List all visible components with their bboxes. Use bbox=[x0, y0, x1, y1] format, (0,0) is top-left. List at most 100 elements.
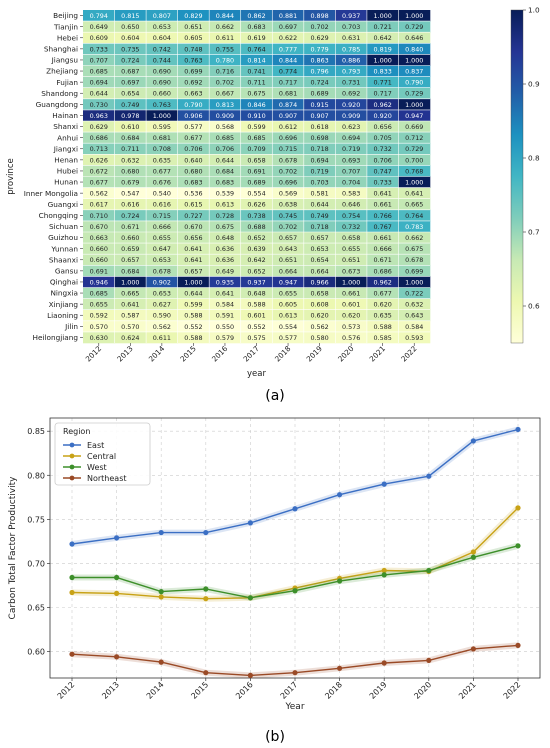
heatmap-cell-label: 0.595 bbox=[153, 123, 171, 131]
heatmap-cell-label: 0.618 bbox=[310, 123, 328, 131]
heatmap-cell bbox=[272, 87, 305, 100]
heatmap-cell-label: 0.678 bbox=[279, 156, 297, 164]
heatmap-cell-label: 1.000 bbox=[405, 56, 423, 64]
heatmap-cell bbox=[177, 331, 210, 344]
heatmap-cell-label: 0.648 bbox=[216, 234, 234, 242]
heatmap-cell-label: 0.669 bbox=[405, 123, 423, 131]
heatmap-cell bbox=[366, 309, 399, 322]
y-tick-label: Qinghai bbox=[50, 278, 78, 287]
heatmap-cell bbox=[240, 165, 273, 177]
heatmap-cell-label: 0.705 bbox=[374, 134, 392, 142]
heatmap-cell-label: 0.863 bbox=[310, 56, 328, 64]
heatmap-cell-label: 1.000 bbox=[121, 278, 139, 286]
heatmap-cell-label: 0.696 bbox=[279, 178, 297, 186]
heatmap-cell-label: 0.692 bbox=[184, 79, 202, 87]
heatmap-cell-label: 0.662 bbox=[216, 23, 234, 31]
heatmap-cell-label: 0.650 bbox=[121, 23, 139, 31]
y-tick-label: Zhejiang bbox=[46, 67, 78, 76]
heatmap-cell bbox=[240, 32, 273, 44]
heatmap-cell-label: 1.000 bbox=[405, 12, 423, 20]
heatmap-cell bbox=[209, 154, 242, 166]
heatmap-cell-label: 0.683 bbox=[216, 178, 234, 186]
heatmap-cell bbox=[272, 276, 305, 288]
data-point-west bbox=[292, 588, 298, 594]
y-tick-label: Jiangsu bbox=[51, 56, 78, 65]
heatmap-cell bbox=[240, 154, 273, 166]
heatmap-cell-label: 0.902 bbox=[153, 278, 171, 286]
data-point-east bbox=[470, 438, 476, 444]
legend-entry-label: Central bbox=[87, 452, 116, 461]
heatmap-cell bbox=[209, 198, 242, 211]
heatmap-cell bbox=[146, 243, 178, 255]
data-point-central bbox=[381, 567, 387, 574]
heatmap-cell-label: 0.605 bbox=[184, 34, 202, 42]
heatmap-cell bbox=[240, 98, 273, 111]
heatmap-cell bbox=[114, 176, 147, 188]
heatmap-cell bbox=[209, 243, 242, 255]
heatmap-cell-label: 0.764 bbox=[247, 45, 265, 53]
heatmap-cell-label: 0.636 bbox=[216, 256, 234, 264]
heatmap-cell bbox=[272, 331, 305, 344]
heatmap-cell bbox=[83, 121, 115, 133]
heatmap-cell bbox=[146, 254, 178, 266]
y-tick-label: Hebei bbox=[57, 33, 78, 42]
data-point-west bbox=[337, 578, 343, 584]
heatmap-cell-label: 0.768 bbox=[405, 167, 423, 175]
heatmap-cell bbox=[146, 32, 178, 44]
heatmap-cell bbox=[177, 10, 210, 22]
data-point-east bbox=[381, 481, 387, 487]
heatmap-cell-label: 0.685 bbox=[90, 289, 108, 297]
legend-swatch-marker bbox=[69, 464, 75, 470]
heatmap-cell bbox=[366, 76, 399, 88]
heatmap-cell-label: 0.658 bbox=[247, 156, 265, 164]
heatmap-cell bbox=[114, 220, 147, 233]
heatmap-cell-label: 0.710 bbox=[90, 212, 108, 220]
heatmap-cell bbox=[335, 98, 368, 111]
heatmap-cell bbox=[398, 298, 431, 310]
heatmap-cell-label: 0.629 bbox=[90, 123, 108, 131]
heatmap-cell-label: 0.568 bbox=[216, 123, 234, 131]
heatmap-cell bbox=[114, 32, 147, 44]
heatmap-cell bbox=[335, 76, 368, 88]
heatmap-cell bbox=[209, 187, 242, 199]
data-point-northeast bbox=[426, 657, 432, 663]
heatmap-cell-label: 0.622 bbox=[279, 34, 297, 42]
data-point-northeast bbox=[381, 660, 387, 666]
heatmap-cell bbox=[335, 287, 368, 299]
heatmap-cell bbox=[177, 176, 210, 188]
heatmap-cell bbox=[114, 331, 147, 344]
heatmap-cell bbox=[272, 98, 305, 111]
heatmap-cell bbox=[114, 265, 147, 277]
heatmap-cell-label: 0.632 bbox=[121, 156, 139, 164]
heatmap-cell bbox=[335, 21, 368, 33]
heatmap-cell bbox=[303, 143, 336, 155]
heatmap-chart: 0.794 0.815 0.807 0.829 0.844 0.862 0.881 0.898… bbox=[6, 6, 540, 379]
heatmap-cell-label: 0.763 bbox=[153, 101, 171, 109]
heatmap-cell bbox=[303, 276, 336, 288]
heatmap-cell bbox=[335, 87, 368, 100]
y-tick-label: Beijing bbox=[53, 11, 78, 20]
x-tick-label: 2013 bbox=[100, 680, 121, 701]
heatmap-cell bbox=[303, 32, 336, 44]
heatmap-cell bbox=[398, 109, 431, 122]
heatmap-cell bbox=[114, 187, 147, 199]
heatmap-cell-label: 0.599 bbox=[247, 123, 265, 131]
heatmap-cell-label: 0.584 bbox=[216, 301, 234, 309]
legend-entry-label: East bbox=[87, 441, 104, 450]
heatmap-cell-label: 0.722 bbox=[405, 289, 423, 297]
heatmap-cell-label: 0.837 bbox=[405, 67, 423, 75]
heatmap-cell bbox=[83, 198, 115, 211]
heatmap-cell-label: 0.620 bbox=[342, 312, 360, 320]
heatmap-cell bbox=[272, 298, 305, 310]
heatmap-cell-label: 0.599 bbox=[184, 301, 202, 309]
y-tick-label: Tianjin bbox=[53, 22, 78, 31]
heatmap-cell-label: 0.675 bbox=[247, 90, 265, 98]
heatmap-cell bbox=[398, 32, 431, 44]
heatmap-cell-label: 0.790 bbox=[184, 101, 202, 109]
heatmap-cell-label: 0.649 bbox=[90, 23, 108, 31]
heatmap-cell-label: 0.664 bbox=[310, 267, 328, 275]
heatmap-cell-label: 0.624 bbox=[121, 334, 139, 342]
heatmap-cell-label: 0.631 bbox=[342, 34, 360, 42]
heatmap-cell bbox=[335, 309, 368, 322]
heatmap-cell bbox=[303, 309, 336, 322]
